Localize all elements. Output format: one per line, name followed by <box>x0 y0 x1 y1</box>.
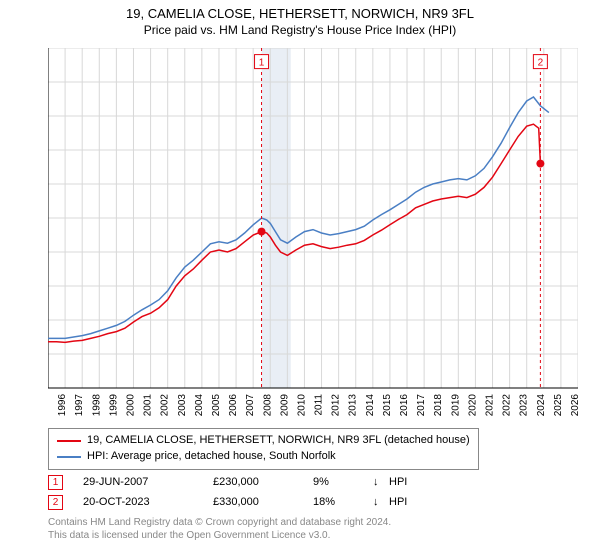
svg-text:2016: 2016 <box>399 394 410 417</box>
legend-label: HPI: Average price, detached house, Sout… <box>87 449 336 465</box>
legend-label: 19, CAMELIA CLOSE, HETHERSETT, NORWICH, … <box>87 433 470 449</box>
legend-box: 19, CAMELIA CLOSE, HETHERSETT, NORWICH, … <box>48 428 479 470</box>
legend-row: 19, CAMELIA CLOSE, HETHERSETT, NORWICH, … <box>57 433 470 449</box>
svg-text:2014: 2014 <box>365 394 376 417</box>
svg-text:2006: 2006 <box>228 394 239 417</box>
sales-row: 2 20-OCT-2023£330,00018%↓HPI <box>48 492 419 512</box>
legend-row: HPI: Average price, detached house, Sout… <box>57 449 470 465</box>
svg-text:2009: 2009 <box>279 394 290 417</box>
title-line-2: Price paid vs. HM Land Registry's House … <box>0 23 600 39</box>
svg-text:2012: 2012 <box>331 394 342 417</box>
title-block: 19, CAMELIA CLOSE, HETHERSETT, NORWICH, … <box>0 0 600 38</box>
chart-container: 19, CAMELIA CLOSE, HETHERSETT, NORWICH, … <box>0 0 600 560</box>
svg-text:2011: 2011 <box>314 394 325 416</box>
svg-text:2022: 2022 <box>502 394 513 417</box>
svg-text:2017: 2017 <box>416 394 427 417</box>
svg-text:1997: 1997 <box>74 394 85 417</box>
sale-arrow: ↓ <box>373 476 389 488</box>
legend-swatch <box>57 456 81 458</box>
sales-table: 1 29-JUN-2007£230,0009%↓HPI 2 20-OCT-2023£3… <box>48 472 419 512</box>
svg-text:2005: 2005 <box>211 394 222 417</box>
footer: Contains HM Land Registry data © Crown c… <box>48 516 391 542</box>
svg-text:1999: 1999 <box>108 394 119 417</box>
svg-text:2010: 2010 <box>296 394 307 417</box>
footer-line-1: Contains HM Land Registry data © Crown c… <box>48 516 391 529</box>
svg-text:2021: 2021 <box>485 394 496 417</box>
sale-vs: HPI <box>389 496 419 508</box>
svg-text:2008: 2008 <box>262 394 273 417</box>
sales-row: 1 29-JUN-2007£230,0009%↓HPI <box>48 472 419 492</box>
svg-text:2004: 2004 <box>194 394 205 417</box>
chart-area: £0£50K£100K£150K£200K£250K£300K£350K£400… <box>48 48 578 420</box>
svg-text:2018: 2018 <box>433 394 444 417</box>
svg-text:2002: 2002 <box>160 394 171 417</box>
title-line-1: 19, CAMELIA CLOSE, HETHERSETT, NORWICH, … <box>0 6 600 23</box>
svg-text:2: 2 <box>538 58 544 69</box>
sale-vs: HPI <box>389 476 419 488</box>
chart-svg: £0£50K£100K£150K£200K£250K£300K£350K£400… <box>48 48 578 420</box>
legend-swatch <box>57 440 81 442</box>
svg-text:2003: 2003 <box>177 394 188 417</box>
sale-date: 20-OCT-2023 <box>83 496 213 508</box>
svg-text:2025: 2025 <box>553 394 564 417</box>
svg-text:1995: 1995 <box>48 394 51 417</box>
sale-date: 29-JUN-2007 <box>83 476 213 488</box>
sale-price: £230,000 <box>213 476 313 488</box>
sale-price: £330,000 <box>213 496 313 508</box>
sale-pct: 18% <box>313 496 373 508</box>
svg-text:2001: 2001 <box>143 394 154 417</box>
svg-text:2019: 2019 <box>450 394 461 417</box>
sale-marker: 2 <box>48 495 63 510</box>
svg-text:2024: 2024 <box>536 394 547 417</box>
svg-text:2015: 2015 <box>382 394 393 417</box>
svg-text:2026: 2026 <box>570 394 578 417</box>
svg-text:2023: 2023 <box>519 394 530 417</box>
svg-text:1: 1 <box>259 58 265 69</box>
sale-marker: 1 <box>48 475 63 490</box>
svg-text:2000: 2000 <box>125 394 136 417</box>
sale-pct: 9% <box>313 476 373 488</box>
svg-text:2007: 2007 <box>245 394 256 417</box>
sale-arrow: ↓ <box>373 496 389 508</box>
svg-text:2020: 2020 <box>467 394 478 417</box>
footer-line-2: This data is licensed under the Open Gov… <box>48 529 391 542</box>
svg-text:1998: 1998 <box>91 394 102 417</box>
svg-text:2013: 2013 <box>348 394 359 417</box>
svg-text:1996: 1996 <box>57 394 68 417</box>
